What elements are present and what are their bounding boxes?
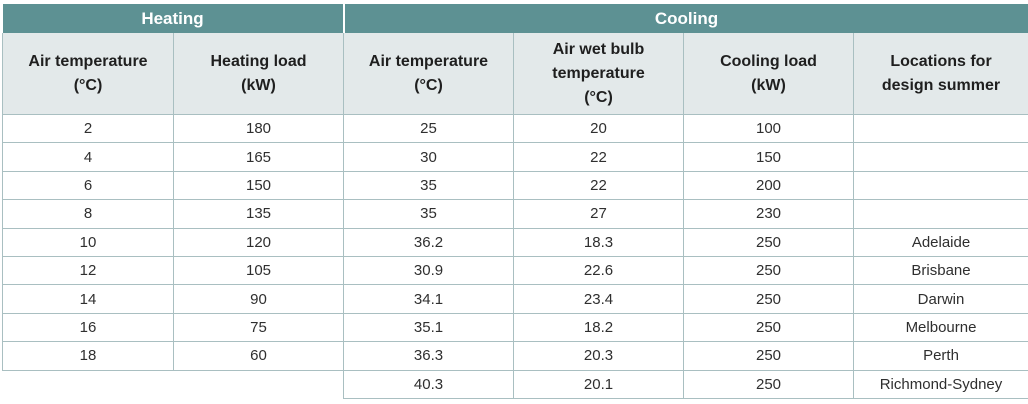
- location-cell: Richmond-Sydney: [854, 370, 1028, 398]
- heating-air-temperature-cell: 4: [3, 143, 174, 171]
- location-cell: [854, 171, 1028, 199]
- heating-load-cell: 60: [174, 342, 344, 370]
- heating-load-cell: 180: [174, 115, 344, 143]
- heating-load-header: Heating load (kW): [174, 33, 344, 115]
- wet-bulb-temperature-cell: 23.4: [514, 285, 684, 313]
- cooling-air-temperature-cell: 35: [344, 171, 514, 199]
- cooling-load-header: Cooling load (kW): [684, 33, 854, 115]
- header-line: design summer: [854, 74, 1028, 98]
- header-line: Heating load: [174, 50, 343, 74]
- wet-bulb-temperature-cell: 22: [514, 143, 684, 171]
- wet-bulb-temperature-cell: 22.6: [514, 256, 684, 284]
- header-unit: (°C): [344, 74, 513, 98]
- header-line: Air wet bulb: [514, 38, 683, 62]
- wet-bulb-temperature-cell: 27: [514, 200, 684, 228]
- heating-air-temperature-cell: 6: [3, 171, 174, 199]
- cooling-air-temperature-cell: 36.3: [344, 342, 514, 370]
- heating-load-cell: 150: [174, 171, 344, 199]
- wet-bulb-temperature-cell: 18.3: [514, 228, 684, 256]
- heating-air-temperature-cell: 2: [3, 115, 174, 143]
- location-cell: [854, 200, 1028, 228]
- heating-air-temperature-cell: 14: [3, 285, 174, 313]
- cooling-load-cell: 250: [684, 370, 854, 398]
- heating-load-cell: 120: [174, 228, 344, 256]
- heating-air-temperature-header: Air temperature (°C): [3, 33, 174, 115]
- heating-air-temperature-cell: 8: [3, 200, 174, 228]
- header-line: Air temperature: [344, 50, 513, 74]
- heating-air-temperature-cell: 16: [3, 313, 174, 341]
- heating-load-cell: 105: [174, 256, 344, 284]
- heating-load-cell: 75: [174, 313, 344, 341]
- location-cell: Perth: [854, 342, 1028, 370]
- header-unit: (°C): [3, 74, 173, 98]
- heating-group-header: Heating: [3, 4, 344, 33]
- location-cell: Darwin: [854, 285, 1028, 313]
- cooling-air-temperature-cell: 30.9: [344, 256, 514, 284]
- location-cell: [854, 115, 1028, 143]
- header-line: Air temperature: [3, 50, 173, 74]
- cooling-air-temperature-cell: 34.1: [344, 285, 514, 313]
- cooling-load-cell: 250: [684, 285, 854, 313]
- cooling-load-cell: 250: [684, 228, 854, 256]
- cooling-load-cell: 150: [684, 143, 854, 171]
- heating-load-cell: 90: [174, 285, 344, 313]
- cooling-load-cell: 250: [684, 313, 854, 341]
- header-line: Locations for: [854, 50, 1028, 74]
- cooling-load-cell: 250: [684, 342, 854, 370]
- cooling-air-temperature-cell: 25: [344, 115, 514, 143]
- wet-bulb-temperature-cell: 20.3: [514, 342, 684, 370]
- heating-air-temperature-cell: [3, 370, 174, 398]
- heating-load-cell: 135: [174, 200, 344, 228]
- heating-air-temperature-cell: 12: [3, 256, 174, 284]
- cooling-load-cell: 100: [684, 115, 854, 143]
- location-cell: Brisbane: [854, 256, 1028, 284]
- cooling-air-temperature-cell: 30: [344, 143, 514, 171]
- location-cell: Adelaide: [854, 228, 1028, 256]
- wet-bulb-temperature-cell: 20: [514, 115, 684, 143]
- heating-air-temperature-cell: 10: [3, 228, 174, 256]
- header-unit: (kW): [684, 74, 853, 98]
- cooling-air-temperature-cell: 35.1: [344, 313, 514, 341]
- header-line: Cooling load: [684, 50, 853, 74]
- cooling-air-temperature-cell: 40.3: [344, 370, 514, 398]
- heating-air-temperature-cell: 18: [3, 342, 174, 370]
- cooling-group-header: Cooling: [344, 4, 1028, 33]
- heating-load-cell: 165: [174, 143, 344, 171]
- cooling-air-temperature-cell: 36.2: [344, 228, 514, 256]
- wet-bulb-temperature-header: Air wet bulb temperature (°C): [514, 33, 684, 115]
- cooling-air-temperature-cell: 35: [344, 200, 514, 228]
- column-header-row: Air temperature (°C) Heating load (kW) A…: [3, 33, 1028, 115]
- wet-bulb-temperature-cell: 22: [514, 171, 684, 199]
- cooling-load-cell: 200: [684, 171, 854, 199]
- location-cell: Melbourne: [854, 313, 1028, 341]
- load-table: Heating Cooling Air temperature (°C) Hea…: [2, 4, 1028, 399]
- header-line: temperature: [514, 62, 683, 86]
- location-cell: [854, 143, 1028, 171]
- wet-bulb-temperature-cell: 20.1: [514, 370, 684, 398]
- cooling-load-cell: 230: [684, 200, 854, 228]
- heating-load-cell: [174, 370, 344, 398]
- header-unit: (°C): [514, 86, 683, 110]
- locations-header: Locations for design summer: [854, 33, 1028, 115]
- cooling-air-temperature-header: Air temperature (°C): [344, 33, 514, 115]
- wet-bulb-temperature-cell: 18.2: [514, 313, 684, 341]
- header-unit: (kW): [174, 74, 343, 98]
- group-header-row: Heating Cooling: [3, 4, 1028, 33]
- cooling-load-cell: 250: [684, 256, 854, 284]
